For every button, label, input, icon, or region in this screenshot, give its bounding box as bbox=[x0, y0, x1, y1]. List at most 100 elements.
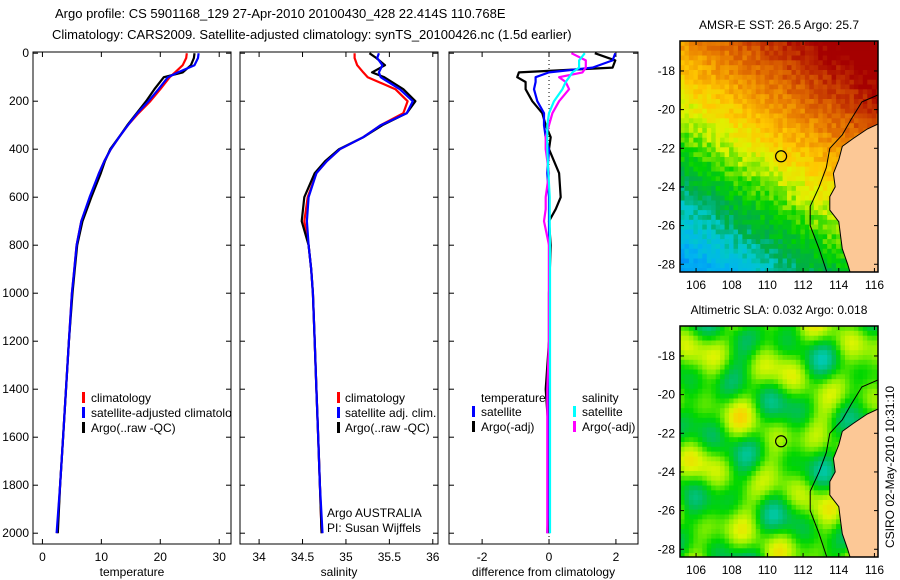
sst-cell bbox=[684, 41, 690, 47]
sla-cell bbox=[791, 475, 797, 482]
sla-cell bbox=[711, 543, 717, 549]
sla-cell bbox=[778, 355, 784, 361]
sst-cell bbox=[831, 99, 837, 105]
sla-cell bbox=[724, 340, 730, 346]
sla-cell bbox=[706, 538, 712, 544]
sst-cell bbox=[769, 229, 775, 235]
sla-cell bbox=[720, 446, 726, 453]
sla-cell bbox=[702, 427, 708, 433]
sla-cell bbox=[791, 529, 797, 535]
sla-cell bbox=[813, 379, 819, 385]
sla-cell bbox=[706, 480, 712, 486]
sla-cell bbox=[795, 456, 801, 462]
sst-cell bbox=[858, 41, 864, 47]
sla-cell bbox=[800, 393, 806, 400]
sla-cell bbox=[800, 529, 806, 535]
sla-cell bbox=[715, 408, 721, 414]
sla-cell bbox=[787, 393, 793, 400]
sst-cell bbox=[680, 205, 686, 211]
sst-cell bbox=[680, 152, 686, 158]
sla-cell bbox=[693, 388, 699, 395]
sla-cell bbox=[809, 495, 815, 501]
sla-cell bbox=[813, 461, 819, 467]
sla-cell bbox=[822, 509, 828, 515]
sla-cell bbox=[706, 369, 712, 375]
sst-cell bbox=[702, 79, 708, 86]
sla-cell bbox=[787, 384, 793, 390]
x-tick-label: 116 bbox=[865, 563, 884, 577]
sla-cell bbox=[729, 355, 735, 361]
sst-cell bbox=[867, 60, 873, 66]
sst-cell bbox=[684, 244, 690, 250]
sst-cell bbox=[822, 142, 828, 148]
sst-cell bbox=[715, 147, 721, 153]
sla-cell bbox=[742, 524, 748, 530]
sst-cell bbox=[706, 113, 712, 119]
sst-cell bbox=[742, 147, 748, 153]
sla-cell bbox=[787, 374, 793, 380]
sla-cell bbox=[733, 485, 739, 491]
sla-cell bbox=[822, 403, 828, 409]
sst-cell bbox=[778, 108, 784, 115]
sst-cell bbox=[697, 70, 703, 76]
sla-cell bbox=[818, 393, 824, 400]
sst-cell bbox=[760, 103, 766, 110]
sla-cell bbox=[862, 369, 868, 375]
sla-cell bbox=[849, 384, 855, 390]
sla-cell bbox=[764, 471, 770, 477]
sla-cell bbox=[706, 403, 712, 409]
sla-cell bbox=[800, 485, 806, 491]
sst-cell bbox=[818, 186, 824, 192]
sla-cell bbox=[729, 345, 735, 351]
sla-cell bbox=[746, 471, 752, 477]
sla-cell bbox=[764, 548, 770, 554]
sst-cell bbox=[760, 200, 766, 206]
sst-cell bbox=[840, 142, 846, 148]
sla-cell bbox=[782, 326, 788, 332]
sla-cell bbox=[791, 553, 797, 557]
sst-cell bbox=[693, 99, 699, 105]
sla-cell bbox=[693, 355, 699, 361]
sst-cell bbox=[795, 65, 801, 71]
sla-cell bbox=[831, 432, 837, 438]
sst-cell bbox=[818, 147, 824, 153]
sst-cell bbox=[831, 253, 837, 259]
sla-cell bbox=[800, 388, 806, 395]
sst-cell bbox=[751, 152, 757, 158]
sla-cell bbox=[706, 475, 712, 482]
sla-cell bbox=[711, 538, 717, 544]
sla-cell bbox=[742, 364, 748, 371]
sst-cell bbox=[764, 176, 770, 182]
sst-cell bbox=[729, 166, 735, 172]
sst-cell bbox=[706, 60, 712, 66]
sla-cell bbox=[715, 529, 721, 535]
sla-cell bbox=[738, 384, 744, 390]
sst-cell bbox=[818, 268, 824, 272]
sla-cell bbox=[782, 553, 788, 557]
sla-cell bbox=[733, 446, 739, 453]
sla-cell bbox=[800, 359, 806, 366]
sst-cell bbox=[845, 41, 851, 47]
sla-cell bbox=[751, 446, 757, 453]
sla-cell bbox=[827, 475, 833, 482]
sst-cell bbox=[769, 234, 775, 240]
sla-cell bbox=[822, 471, 828, 477]
sla-cell bbox=[742, 398, 748, 404]
sst-cell bbox=[800, 74, 806, 81]
sla-cell bbox=[764, 379, 770, 385]
sla-cell bbox=[782, 509, 788, 515]
x-tick-label: 112 bbox=[794, 278, 813, 292]
sla-cell bbox=[688, 538, 694, 544]
x-tick-label: 106 bbox=[686, 278, 706, 292]
sst-cell bbox=[742, 157, 748, 163]
sst-cell bbox=[795, 181, 801, 187]
sla-cell bbox=[764, 519, 770, 525]
sst-cell bbox=[711, 137, 717, 144]
sla-cell bbox=[818, 451, 824, 457]
sla-cell bbox=[787, 475, 793, 482]
sst-cell bbox=[738, 132, 744, 139]
sla-cell bbox=[795, 509, 801, 515]
sla-cell bbox=[715, 403, 721, 409]
sst-cell bbox=[760, 99, 766, 105]
sst-cell bbox=[876, 45, 878, 52]
